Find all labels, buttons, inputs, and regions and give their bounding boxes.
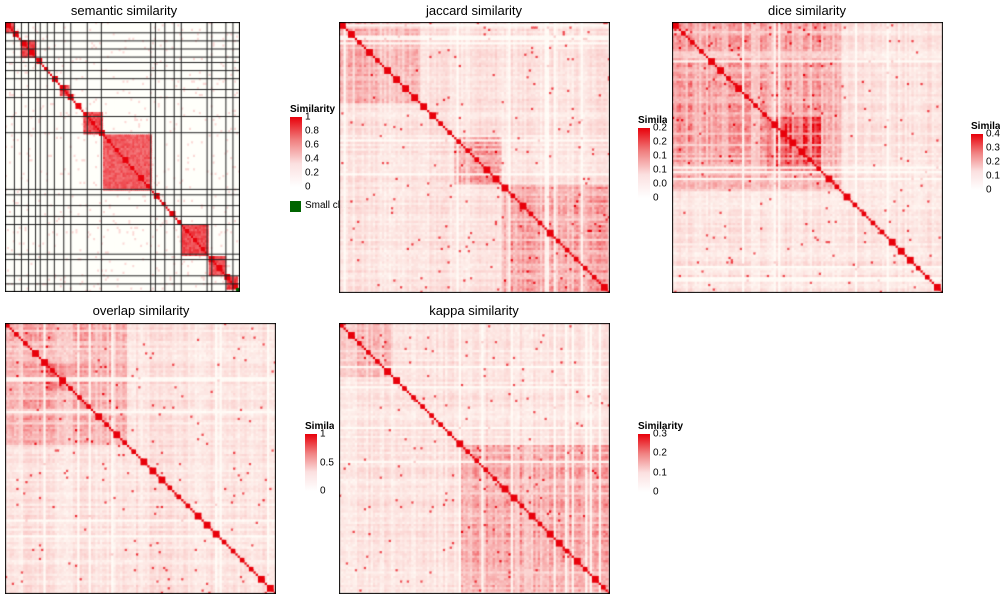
legend-title: Similarity: [290, 104, 336, 115]
legend-colorbar: [290, 117, 302, 187]
legend-tick-label: 1: [305, 111, 311, 123]
legend-tick-label: 0.2: [653, 447, 667, 459]
legend-colorbar: [971, 134, 983, 190]
overlap-heatmap: [5, 323, 276, 594]
legend-tick-label: 0.20: [653, 136, 667, 148]
legend-tick-label: 0: [305, 181, 311, 193]
jaccard-title: jaccard similarity: [425, 3, 523, 18]
dice-legend: Similarity 0.4 0.3 0.2 0.1 0: [971, 121, 1000, 241]
kappa-heatmap: [339, 323, 610, 594]
kappa-title: kappa similarity: [429, 303, 519, 318]
legend-title: Similarity: [305, 421, 334, 432]
legend-title: Similarity: [638, 421, 684, 432]
legend-tick-label: 0.2: [305, 167, 319, 179]
legend-tick-label: 0.05: [653, 178, 667, 190]
jaccard-legend: Similarity 0.25 0.20 0.15 0.10 0.05 0: [638, 115, 667, 235]
overlap-legend: Similarity 1 0.5 0: [305, 421, 334, 541]
overlap-title: overlap similarity: [92, 303, 190, 318]
legend-tick-label: 0.1: [653, 467, 667, 479]
kappa-legend: Similarity 0.3 0.2 0.1 0: [638, 421, 698, 541]
legend-tick-label: 0.3: [653, 428, 667, 440]
legend-tick-label: 0.8: [305, 125, 319, 137]
legend-tick-label: 0.5: [320, 457, 334, 468]
semantic-legend: Similarity Small cluster 1 0.8 0.6 0.4 0.2 0: [290, 104, 350, 224]
legend-tick-label: 0.15: [653, 150, 667, 162]
small-cluster-label: Small cluster: [305, 200, 350, 211]
legend-tick-label: 0: [986, 184, 992, 196]
legend-tick-label: 0.25: [653, 122, 667, 134]
dice-heatmap: [672, 22, 943, 293]
legend-tick-label: 0: [653, 192, 659, 204]
semantic-heatmap: [5, 22, 240, 292]
legend-tick-label: 0.4: [986, 128, 1000, 140]
legend-tick-label: 0.1: [986, 170, 1000, 182]
legend-tick-label: 0: [653, 486, 659, 498]
dice-title: dice similarity: [767, 3, 847, 18]
legend-colorbar: [638, 434, 650, 492]
legend-tick-label: 1: [320, 428, 326, 440]
semantic-title: semantic similarity: [70, 3, 178, 18]
legend-colorbar: [305, 434, 317, 491]
legend-tick-label: 0.4: [305, 153, 319, 165]
legend-title: Similarity: [971, 121, 1000, 132]
legend-tick-label: 0: [320, 485, 326, 497]
legend-tick-label: 0.2: [986, 156, 1000, 168]
jaccard-heatmap: [339, 22, 610, 293]
legend-title: Similarity: [638, 115, 667, 126]
legend-colorbar: [638, 128, 650, 198]
small-cluster-key: [290, 201, 301, 212]
legend-tick-label: 0.6: [305, 139, 319, 151]
legend-tick-label: 0.10: [653, 164, 667, 176]
legend-tick-label: 0.3: [986, 142, 1000, 154]
